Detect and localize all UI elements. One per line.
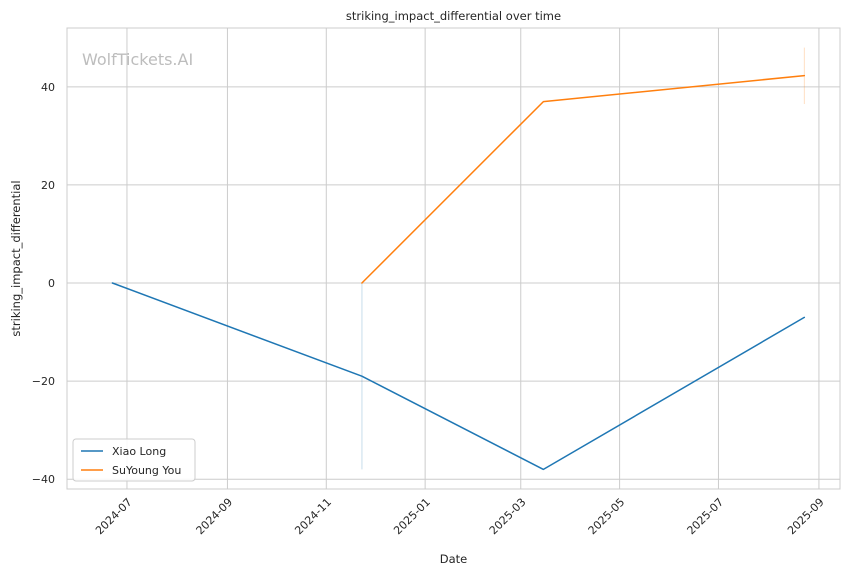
y-tick-label: 40 — [41, 81, 55, 94]
x-tick-label: 2025-03 — [487, 496, 529, 538]
x-axis-ticks: 2024-07 2024-09 2024-11 2025-01 2025-03 2025-… — [93, 496, 827, 538]
series-line-suyoung-you — [361, 74, 806, 284]
x-tick-label: 2024-11 — [292, 496, 334, 538]
x-tick-label: 2025-09 — [785, 496, 827, 538]
legend: Xiao Long SuYoung You — [72, 438, 196, 482]
plot-area — [66, 27, 841, 490]
x-axis-label: Date — [440, 552, 468, 566]
legend-label: SuYoung You — [112, 464, 181, 477]
y-tick-label: −20 — [32, 375, 55, 388]
watermark: WolfTickets.AI — [82, 50, 193, 69]
series-lines — [111, 74, 806, 471]
y-tick-label: 20 — [41, 179, 55, 192]
chart-title: striking_impact_differential over time — [346, 9, 561, 23]
series-line-xiao-long — [111, 282, 806, 471]
legend-box — [72, 438, 196, 482]
x-tick-label: 2024-09 — [194, 496, 236, 538]
y-tick-label: 0 — [48, 277, 55, 290]
grid — [67, 28, 840, 489]
x-tick-label: 2025-05 — [586, 496, 628, 538]
x-tick-label: 2024-07 — [93, 496, 135, 538]
y-tick-label: −40 — [32, 473, 55, 486]
legend-label: Xiao Long — [112, 445, 166, 458]
y-axis-ticks: −40 −20 0 20 40 — [32, 81, 55, 486]
x-tick-label: 2025-07 — [685, 496, 727, 538]
x-tick-label: 2025-01 — [391, 496, 433, 538]
y-axis-label: striking_impact_differential — [9, 180, 23, 336]
